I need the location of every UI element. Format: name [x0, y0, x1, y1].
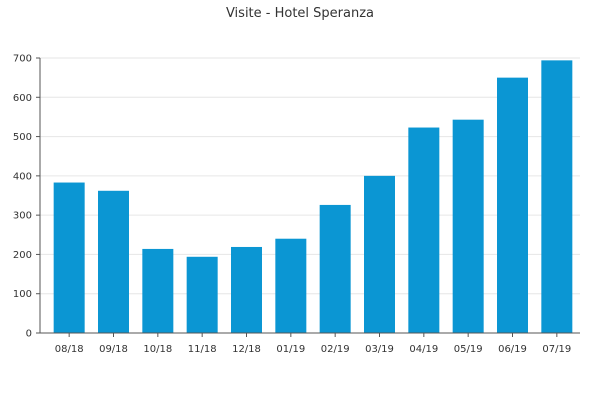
y-tick-label: 400 [13, 171, 32, 182]
y-tick-label: 300 [13, 211, 32, 222]
y-tick-label: 600 [13, 93, 32, 104]
axes [39, 58, 580, 334]
y-tick-label: 500 [13, 132, 32, 143]
y-tick-label: 700 [13, 54, 32, 65]
chart-title: Visite - Hotel Speranza [226, 6, 374, 21]
y-tick-labels: 0 100 200 300 400 500 600 700 [13, 54, 40, 340]
x-tick-label: 07/19 [542, 344, 571, 355]
bar [186, 256, 218, 333]
bar [541, 60, 573, 333]
x-tick-label: 05/19 [454, 344, 483, 355]
bar [275, 238, 307, 333]
bar [142, 248, 174, 333]
x-tick-label: 04/19 [409, 344, 438, 355]
x-tick-label: 09/18 [99, 344, 128, 355]
x-tick-label: 03/19 [365, 344, 394, 355]
y-tick-label: 200 [13, 250, 32, 261]
x-tick-label: 08/18 [55, 344, 84, 355]
bar [452, 119, 484, 333]
x-tick-label: 01/19 [276, 344, 305, 355]
bar [53, 182, 85, 333]
x-tick-label: 11/18 [188, 344, 217, 355]
bars [53, 60, 573, 334]
x-tick-label: 02/19 [321, 344, 350, 355]
x-tick-label: 12/18 [232, 344, 261, 355]
bar [364, 175, 395, 333]
x-tick-label: 06/19 [498, 344, 527, 355]
y-tick-label: 100 [13, 289, 32, 300]
gridlines [40, 57, 580, 295]
bar [319, 204, 351, 333]
bar [231, 246, 262, 333]
y-tick-label: 0 [26, 329, 32, 340]
bar [408, 127, 440, 334]
x-tick-labels: 08/18 09/18 10/18 11/18 12/18 01/19 02/19 03/19… [55, 333, 571, 355]
x-tick-label: 10/18 [143, 344, 172, 355]
bar [98, 190, 129, 333]
bar [497, 77, 528, 334]
